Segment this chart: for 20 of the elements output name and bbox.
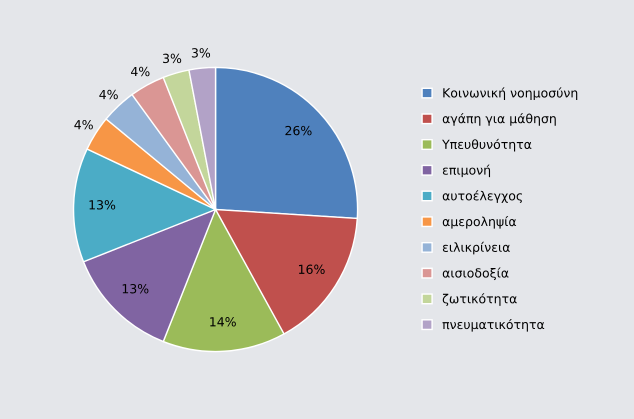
legend-label: επιμονή — [442, 164, 490, 178]
legend-label: Κοινωνική νοημοσύνη — [443, 87, 578, 100]
data-label: 3% — [163, 54, 182, 64]
legend-label: πνευματικότητα — [442, 318, 544, 332]
data-label: 13% — [89, 200, 116, 210]
legend-label: ειλικρίνεια — [442, 242, 510, 254]
legend-label: αυτοέλεγχος — [442, 190, 522, 203]
data-label: 4% — [131, 66, 150, 76]
legend-label: αισιοδοξία — [442, 267, 508, 280]
data-label: 26% — [285, 126, 312, 136]
legend-label: αγάπη για μάθηση — [442, 113, 556, 126]
data-label: 16% — [298, 264, 325, 274]
legend-label: Υπευθυνότητα — [442, 138, 532, 152]
data-label: 4% — [99, 90, 118, 100]
data-label: 3% — [192, 48, 210, 58]
legend-label: ζωτικότητα — [442, 293, 517, 306]
data-label: 14% — [210, 317, 236, 327]
data-label: 13% — [122, 284, 148, 294]
legend-label: αμεροληψία — [442, 216, 516, 229]
data-label: 4% — [74, 120, 93, 130]
